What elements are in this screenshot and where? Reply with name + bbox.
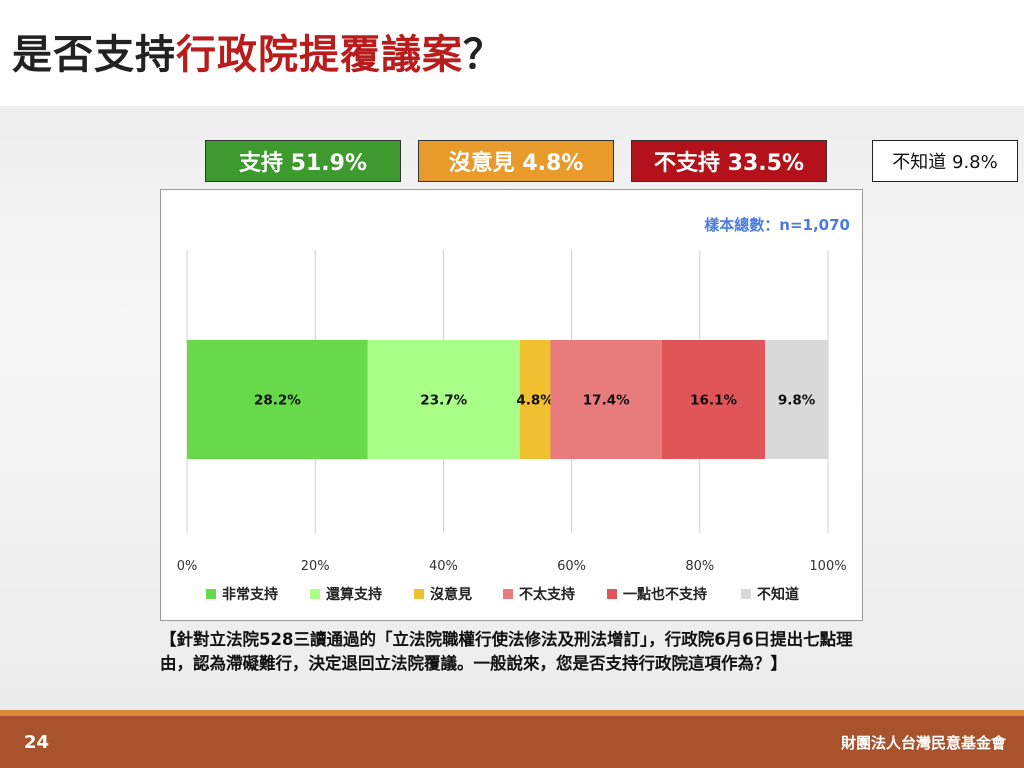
data-label: 16.1% — [690, 393, 737, 409]
legend-swatch — [414, 589, 424, 599]
survey-question: 【針對立法院528三讀通過的「立法院職權行使法修法及刑法增訂」，行政院6月6日提… — [160, 630, 853, 673]
summary-dont-know-badge: 不知道 9.8% — [872, 140, 1018, 182]
x-tick-label: 80% — [685, 559, 714, 574]
legend-swatch — [607, 589, 617, 599]
bar-segment — [550, 340, 662, 459]
bar-segment — [519, 340, 551, 459]
data-label: 9.8% — [778, 393, 816, 409]
page-title: 是否支持行政院提覆議案？ — [12, 22, 504, 80]
bar-segment — [187, 340, 368, 459]
legend-label: 一點也不支持 — [623, 586, 707, 603]
legend-swatch — [503, 589, 513, 599]
legend-swatch — [741, 589, 751, 599]
x-tick-label: 0% — [177, 559, 198, 574]
legend-label: 不太支持 — [519, 586, 575, 603]
legend-label: 還算支持 — [326, 586, 382, 603]
title-prefix: 是否支持 — [12, 32, 176, 78]
title-suffix: ？ — [463, 32, 504, 78]
x-tick-label: 100% — [809, 559, 846, 574]
x-tick-label: 40% — [429, 559, 458, 574]
sample-size-label: 樣本總數：n=1,070 — [704, 216, 850, 234]
summary-neutral-badge: 沒意見 4.8% — [418, 140, 614, 182]
legend-label: 沒意見 — [430, 586, 472, 603]
page-number: 24 — [24, 732, 50, 753]
data-label: 4.8% — [516, 393, 554, 409]
x-tick-label: 60% — [557, 559, 586, 574]
chart-panel: 樣本總數：n=1,070 0% 20% 40% 60% 80% 100% 28.2% 23.7… — [160, 189, 863, 621]
footer-bar — [0, 710, 1024, 768]
stacked-bar-chart: 0% 20% 40% 60% 80% 100% 28.2% 23.7% 4.8% 17.4% 16.… — [177, 250, 847, 603]
footer-accent-line — [0, 710, 1024, 716]
legend-label: 不知道 — [757, 586, 799, 603]
bar-segment — [765, 340, 828, 459]
data-label: 17.4% — [583, 393, 630, 409]
bar-segment — [661, 340, 766, 459]
data-label: 23.7% — [420, 393, 467, 409]
legend-swatch — [310, 589, 320, 599]
summary-support-badge: 支持 51.9% — [205, 140, 401, 182]
legend-swatch — [206, 589, 216, 599]
data-label: 28.2% — [254, 393, 301, 409]
title-highlight: 行政院提覆議案 — [176, 32, 463, 78]
legend-label: 非常支持 — [222, 586, 278, 603]
bar-segment — [367, 340, 520, 459]
summary-oppose-badge: 不支持 33.5% — [631, 140, 827, 182]
organization-name: 財團法人台灣民意基金會 — [840, 734, 1006, 752]
x-tick-label: 20% — [301, 559, 330, 574]
